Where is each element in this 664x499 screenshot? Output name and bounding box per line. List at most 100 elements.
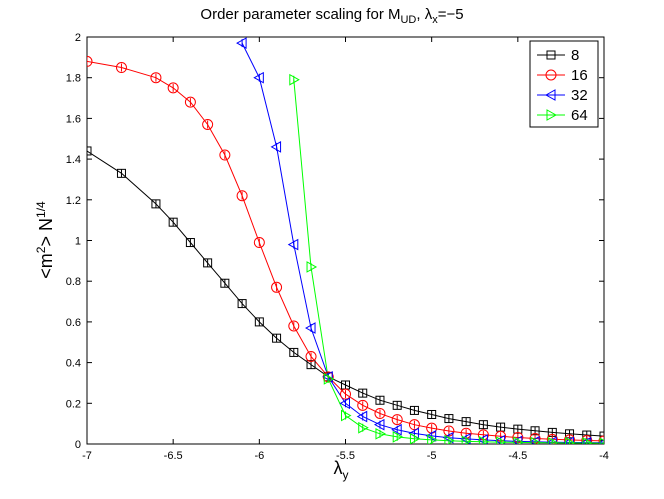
y-tick-label: 0.8	[66, 276, 81, 288]
legend-marker-8	[546, 50, 556, 60]
x-tick-label: -4.5	[508, 450, 527, 462]
data-point-64	[461, 435, 473, 444]
legend-label-32: 32	[571, 87, 588, 104]
ylabel-sup-quarter: 1/4	[34, 201, 48, 218]
data-point-64	[306, 261, 318, 273]
title-tail: =−5	[438, 6, 464, 23]
y-tick-label: 1.8	[66, 73, 81, 85]
data-point-64	[323, 373, 335, 385]
data-point-8	[392, 400, 402, 410]
data-point-16	[184, 96, 196, 108]
legend-label-16: 16	[571, 67, 588, 84]
data-point-64	[565, 437, 576, 444]
data-point-8	[272, 333, 282, 343]
data-point-8	[151, 199, 161, 209]
data-point-32	[391, 423, 402, 436]
data-point-8	[254, 317, 264, 327]
y-tick-label: 0.2	[66, 398, 81, 410]
data-point-64	[341, 409, 352, 422]
markers-group	[87, 37, 604, 444]
data-point-16	[167, 82, 179, 94]
data-point-64	[427, 434, 438, 444]
data-point-8	[203, 258, 213, 268]
data-point-8	[427, 409, 437, 419]
y-tick-label: 1.6	[66, 113, 81, 125]
legend-label-8: 8	[571, 47, 579, 64]
tick-labels: -7 -6.5 -6 -5.5 -5 -4.5 -4 0 0.2 0.4 0.6 0.8 1 1.2 1.4…	[66, 32, 609, 462]
data-point-64	[358, 421, 369, 434]
x-tick-label: -5.5	[336, 450, 355, 462]
chart-title: Order parameter scaling for MUD, λx=−5	[200, 6, 463, 26]
data-point-8	[375, 395, 385, 405]
data-point-32	[287, 238, 299, 251]
y-axis-label: <m2> N1/4	[34, 201, 56, 279]
data-point-32	[253, 71, 264, 84]
data-point-16	[271, 281, 283, 293]
legend-label-64: 64	[571, 107, 588, 124]
x-tick-label: -7	[82, 450, 92, 462]
data-point-32	[236, 37, 247, 49]
data-point-16	[87, 55, 93, 67]
data-point-16	[340, 388, 351, 400]
data-point-32	[356, 410, 368, 423]
data-point-32	[339, 397, 350, 410]
data-point-8	[513, 424, 523, 434]
data-point-16	[564, 434, 576, 444]
y-tick-label: 1.2	[66, 195, 81, 207]
data-point-16	[305, 350, 317, 362]
data-point-8	[358, 388, 368, 398]
data-point-64	[547, 436, 559, 444]
title-main-subscript: UD	[400, 14, 416, 26]
ylabel-sup-2: 2	[34, 246, 48, 253]
data-point-8	[289, 347, 299, 357]
data-point-8	[237, 299, 247, 309]
data-point-32	[305, 322, 316, 334]
legend-marker-32	[544, 89, 556, 101]
x-tick-label: -5	[427, 450, 437, 462]
data-point-8	[116, 168, 126, 178]
series-line-32	[241, 42, 604, 444]
legend-marker-64	[546, 109, 558, 121]
title-main: Order parameter scaling for M	[200, 6, 400, 23]
data-point-16	[391, 414, 403, 426]
x-tick-label: -6	[254, 450, 264, 462]
data-point-8	[168, 217, 178, 227]
data-point-64	[409, 432, 421, 444]
xlabel-subscript: y	[343, 468, 349, 482]
legend: 8 16 32 64	[529, 40, 599, 128]
legend-marker-16	[545, 69, 557, 81]
data-point-64	[496, 436, 507, 444]
ylabel-mid: > N	[36, 218, 56, 247]
data-point-16	[115, 62, 127, 74]
data-point-8	[478, 420, 488, 430]
xlabel-symbol: λ	[334, 458, 343, 478]
data-point-16	[253, 237, 265, 249]
data-point-8	[306, 360, 316, 370]
data-point-16	[581, 435, 593, 444]
data-point-8	[220, 278, 230, 288]
legend-box	[529, 40, 599, 128]
data-point-16	[546, 433, 558, 444]
y-tick-label: 1	[75, 236, 81, 248]
data-point-32	[373, 418, 385, 431]
data-point-16	[357, 399, 369, 411]
data-point-16	[288, 320, 300, 332]
data-point-16	[150, 72, 162, 84]
title-separator: ,	[416, 6, 424, 23]
ylabel-base: <m	[36, 253, 56, 279]
data-point-64	[513, 436, 524, 444]
data-point-16	[374, 407, 386, 419]
data-point-64	[530, 436, 542, 444]
data-point-64	[289, 73, 300, 86]
data-point-64	[444, 434, 455, 444]
y-tick-label: 0.6	[66, 317, 81, 329]
data-point-64	[478, 435, 490, 444]
data-point-8	[409, 405, 419, 415]
data-point-8	[461, 417, 471, 427]
data-point-8	[599, 431, 604, 441]
y-tick-label: 2	[75, 32, 81, 44]
x-tick-label: -4	[599, 450, 609, 462]
data-point-8	[87, 146, 92, 156]
x-tick-label: -6.5	[164, 450, 183, 462]
